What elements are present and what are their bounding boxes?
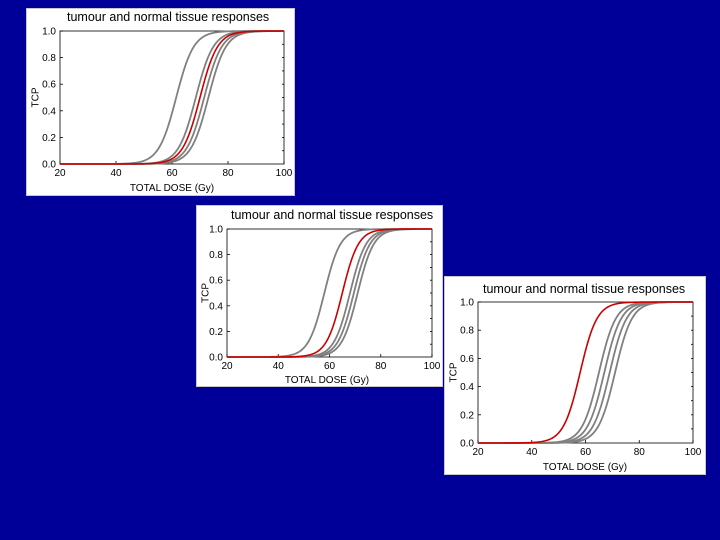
y-tick-label: 0.4 <box>460 382 474 393</box>
x-axis-label: TOTAL DOSE (Gy) <box>130 183 214 194</box>
x-axis-label: TOTAL DOSE (Gy) <box>285 375 369 386</box>
y-axis-label: TCP <box>201 283 212 303</box>
y-tick-label: 0.0 <box>42 160 56 171</box>
y-tick-label: 0.0 <box>460 439 474 450</box>
x-tick-label: 40 <box>526 447 538 458</box>
chart-title: tumour and normal tissue responses <box>67 10 269 24</box>
y-tick-label: 0.8 <box>42 53 56 64</box>
x-tick-label: 80 <box>222 168 234 179</box>
red-response-curve <box>478 301 693 444</box>
y-tick-label: 0.2 <box>460 410 474 421</box>
x-tick-label: 60 <box>580 447 592 458</box>
grey-response-curve <box>478 301 693 444</box>
x-tick-label: 20 <box>221 361 233 372</box>
x-tick-label: 100 <box>276 168 293 179</box>
x-tick-label: 60 <box>166 168 178 179</box>
chart-panel-2: tumour and normal tissue responses 0.0 0.2… <box>196 205 443 387</box>
chart-panel-1: tumour and normal tissue responses 0.0 0.2… <box>26 8 295 196</box>
chart-title: tumour and normal tissue responses <box>483 282 685 296</box>
y-tick-label: 0.0 <box>209 353 223 364</box>
grey-response-curve <box>478 301 693 444</box>
y-tick-label: 0.4 <box>42 106 56 117</box>
y-axis-label: TCP <box>449 362 460 382</box>
x-tick-label: 40 <box>110 168 122 179</box>
y-tick-label: 1.0 <box>42 27 56 38</box>
x-tick-label: 60 <box>324 361 336 372</box>
grey-response-curve <box>60 30 285 165</box>
y-axis-label: TCP <box>31 87 42 107</box>
y-tick-label: 0.8 <box>460 326 474 337</box>
x-tick-label: 40 <box>273 361 285 372</box>
x-tick-label: 80 <box>634 447 646 458</box>
x-tick-label: 80 <box>375 361 387 372</box>
red-response-curve <box>227 228 432 358</box>
plot-frame <box>59 30 285 165</box>
y-tick-label: 0.6 <box>460 354 474 365</box>
plot-frame <box>477 301 694 444</box>
grey-response-curve <box>478 301 693 444</box>
y-tick-label: 1.0 <box>209 225 223 236</box>
tcp-chart-1: tumour and normal tissue responses 0.0 0.2… <box>31 10 293 194</box>
grey-response-curve <box>60 30 284 165</box>
red-response-curve <box>60 30 284 165</box>
plot-frame <box>226 228 433 358</box>
y-tick-label: 0.8 <box>209 250 223 261</box>
chart-title: tumour and normal tissue responses <box>231 208 433 222</box>
tcp-chart-3: tumour and normal tissue responses 0.0 0.2… <box>449 282 702 473</box>
grey-response-curve <box>60 30 285 165</box>
x-tick-label: 20 <box>472 447 484 458</box>
y-tick-label: 0.4 <box>209 301 223 312</box>
y-tick-label: 0.2 <box>42 133 56 144</box>
y-tick-label: 0.6 <box>209 276 223 287</box>
tcp-chart-2: tumour and normal tissue responses 0.0 0.2… <box>201 208 441 386</box>
y-tick-label: 0.2 <box>209 327 223 338</box>
x-axis-label: TOTAL DOSE (Gy) <box>543 462 627 473</box>
x-tick-label: 20 <box>54 168 66 179</box>
grey-response-curve <box>478 301 693 444</box>
grey-response-curve <box>227 228 432 358</box>
grey-response-curve <box>227 228 432 358</box>
grey-response-curve <box>227 228 433 358</box>
grey-response-curve <box>227 228 432 358</box>
y-tick-label: 1.0 <box>460 298 474 309</box>
chart-panel-3: tumour and normal tissue responses 0.0 0.2… <box>444 276 706 475</box>
x-tick-label: 100 <box>685 447 702 458</box>
x-tick-label: 100 <box>424 361 441 372</box>
grey-response-curve <box>60 30 284 165</box>
y-tick-label: 0.6 <box>42 80 56 91</box>
